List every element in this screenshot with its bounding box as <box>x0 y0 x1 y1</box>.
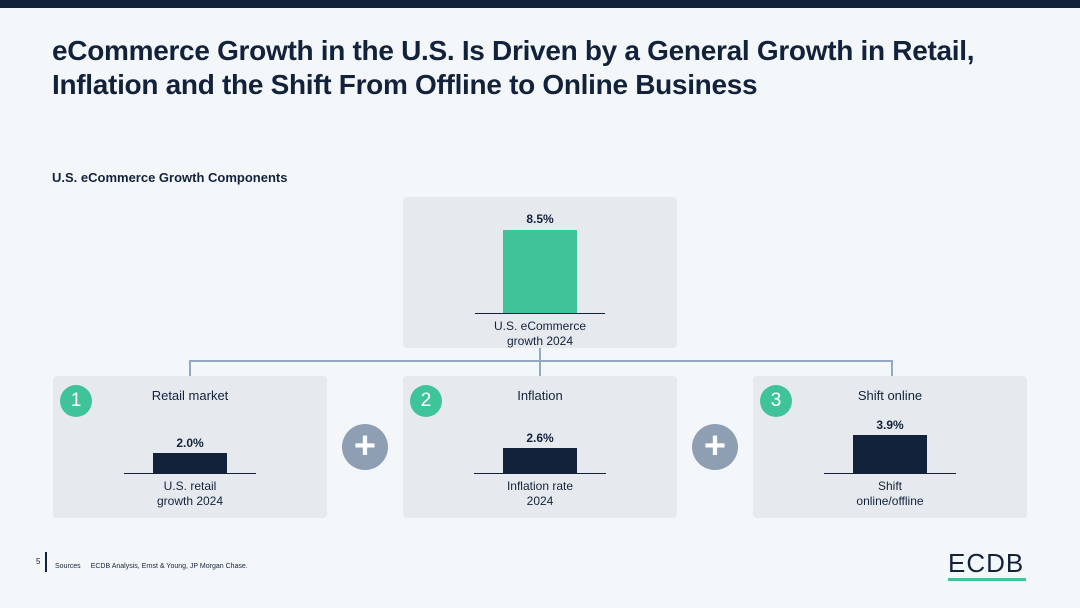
ecdb-logo: ECDB <box>948 548 1025 578</box>
plus-operator-icon: + <box>342 424 388 470</box>
component-value-label: 2.6% <box>526 430 554 445</box>
total-category-label: U.S. eCommerce growth 2024 <box>493 319 587 348</box>
component-category-label: Shift online/offline <box>856 479 924 508</box>
connector-drop-1 <box>189 360 191 376</box>
component-panel-retail: 1 Retail market 2.0% U.S. retail growth … <box>53 376 327 518</box>
total-value-label: 8.5% <box>526 212 554 227</box>
component-panel-shift-online: 3 Shift online 3.9% Shift online/offline <box>753 376 1027 518</box>
chart-title: U.S. eCommerce Growth Components <box>52 170 288 185</box>
page-number: 5 <box>36 557 41 566</box>
step-number-badge: 2 <box>410 385 442 417</box>
step-number-badge: 3 <box>760 385 792 417</box>
component-baseline <box>474 473 606 474</box>
ecdb-logo-underline <box>948 578 1026 581</box>
page-title: eCommerce Growth in the U.S. Is Driven b… <box>52 35 975 100</box>
component-value-label: 3.9% <box>876 417 904 432</box>
component-bar <box>153 453 227 473</box>
component-panel-inflation: 2 Inflation 2.6% Inflation rate 2024 <box>403 376 677 518</box>
component-title: Inflation <box>517 388 563 403</box>
sources-text: ECDB Analysis, Ernst & Young, JP Morgan … <box>90 563 248 570</box>
component-title: Retail market <box>151 388 229 403</box>
component-title: Shift online <box>857 388 923 403</box>
connector-stem <box>539 348 541 361</box>
total-baseline <box>475 313 605 314</box>
connector-drop-3 <box>891 360 893 376</box>
component-bar <box>853 434 927 473</box>
page-number-divider <box>45 552 47 572</box>
component-baseline <box>124 473 256 474</box>
step-number-badge: 1 <box>60 385 92 417</box>
component-baseline <box>824 473 956 474</box>
sources-note: Sources ECDB Analysis, Ernst & Young, JP … <box>55 563 258 570</box>
connector-horizontal <box>189 360 893 362</box>
sources-label: Sources <box>55 563 81 570</box>
total-growth-panel: 8.5% U.S. eCommerce growth 2024 <box>403 197 677 348</box>
plus-operator-icon: + <box>692 424 738 470</box>
component-category-label: U.S. retail growth 2024 <box>156 479 224 508</box>
component-category-label: Inflation rate 2024 <box>506 479 574 508</box>
component-value-label: 2.0% <box>176 436 204 451</box>
connector-drop-2 <box>539 360 541 376</box>
total-growth-bar <box>503 230 577 313</box>
component-bar <box>503 447 577 473</box>
top-accent-bar <box>0 0 1080 8</box>
